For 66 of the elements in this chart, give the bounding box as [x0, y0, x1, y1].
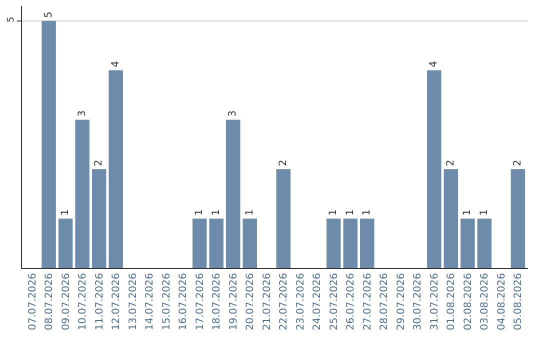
- bar: [477, 218, 492, 268]
- data-label: 1: [462, 209, 474, 216]
- data-label: 1: [210, 209, 222, 216]
- x-tick-label: 02.08.2026: [462, 273, 474, 330]
- x-tick-label: 07.07.2026: [27, 273, 38, 330]
- data-label: 2: [512, 160, 524, 166]
- data-label: 2: [94, 160, 105, 166]
- bar: [460, 218, 475, 268]
- bar: [75, 120, 90, 268]
- bar: [444, 169, 458, 268]
- x-tick-label: 17.07.2026: [194, 273, 206, 330]
- x-tick-label: 05.08.2026: [513, 273, 524, 330]
- bar: [192, 218, 207, 268]
- bar: [92, 169, 106, 268]
- data-label: 4: [110, 60, 122, 68]
- bar: [343, 218, 358, 268]
- bar: [108, 70, 123, 268]
- x-tick-label: 29.07.2026: [396, 273, 407, 330]
- x-tick-label: 26.07.2026: [346, 273, 357, 330]
- x-tick-label: 15.07.2026: [161, 273, 172, 330]
- x-tick-label: 23.07.2026: [295, 273, 306, 330]
- data-label: 1: [194, 209, 206, 216]
- x-tick-label: 09.07.2026: [60, 273, 72, 330]
- bar: [226, 120, 240, 268]
- data-label: 3: [228, 110, 239, 117]
- data-label: 1: [362, 209, 373, 216]
- bar: [510, 169, 526, 268]
- x-tick-label: 08.07.2026: [44, 273, 56, 330]
- data-label: 1: [344, 209, 356, 216]
- bar: [42, 20, 56, 268]
- x-tick-label: 01.08.2026: [446, 273, 458, 330]
- x-tick-label: 12.07.2026: [111, 273, 122, 330]
- x-tick-label: 22.07.2026: [278, 273, 290, 330]
- data-label: 2: [278, 160, 289, 166]
- data-label: 1: [328, 209, 340, 216]
- x-tick-label: 25.07.2026: [328, 273, 340, 330]
- data-label: 2: [445, 160, 456, 166]
- x-tick-label: 11.07.2026: [94, 273, 106, 330]
- x-tick-label: 20.07.2026: [245, 273, 256, 330]
- bar: [209, 218, 224, 268]
- bar: [427, 70, 442, 268]
- x-tick-label: 04.08.2026: [496, 273, 508, 330]
- x-tick-label: 27.07.2026: [362, 273, 374, 330]
- bar: [326, 218, 341, 268]
- bar: [58, 218, 73, 268]
- data-label: 1: [60, 209, 72, 216]
- data-label: 5: [43, 11, 54, 18]
- x-tick-label: 21.07.2026: [262, 273, 273, 330]
- bar: [242, 218, 257, 268]
- x-tick-label: 16.07.2026: [178, 273, 190, 330]
- x-tick-label: 19.07.2026: [228, 273, 240, 330]
- x-tick-label: 31.07.2026: [429, 273, 440, 330]
- x-tick-label: 13.07.2026: [128, 273, 139, 330]
- data-label: 4: [428, 60, 440, 68]
- x-tick-label: 28.07.2026: [379, 273, 390, 330]
- x-tick-label: 24.07.2026: [312, 273, 324, 330]
- bar: [276, 169, 290, 268]
- data-label: 1: [244, 209, 256, 216]
- x-tick-label: 03.08.2026: [480, 273, 491, 330]
- data-label: 1: [478, 209, 490, 216]
- x-tick-label: 10.07.2026: [78, 273, 89, 330]
- x-tick-label: 14.07.2026: [144, 273, 156, 330]
- x-tick-label: 30.07.2026: [412, 273, 424, 330]
- bar: [360, 218, 374, 268]
- x-tick-label: 18.07.2026: [212, 273, 223, 330]
- data-label: 3: [76, 110, 88, 117]
